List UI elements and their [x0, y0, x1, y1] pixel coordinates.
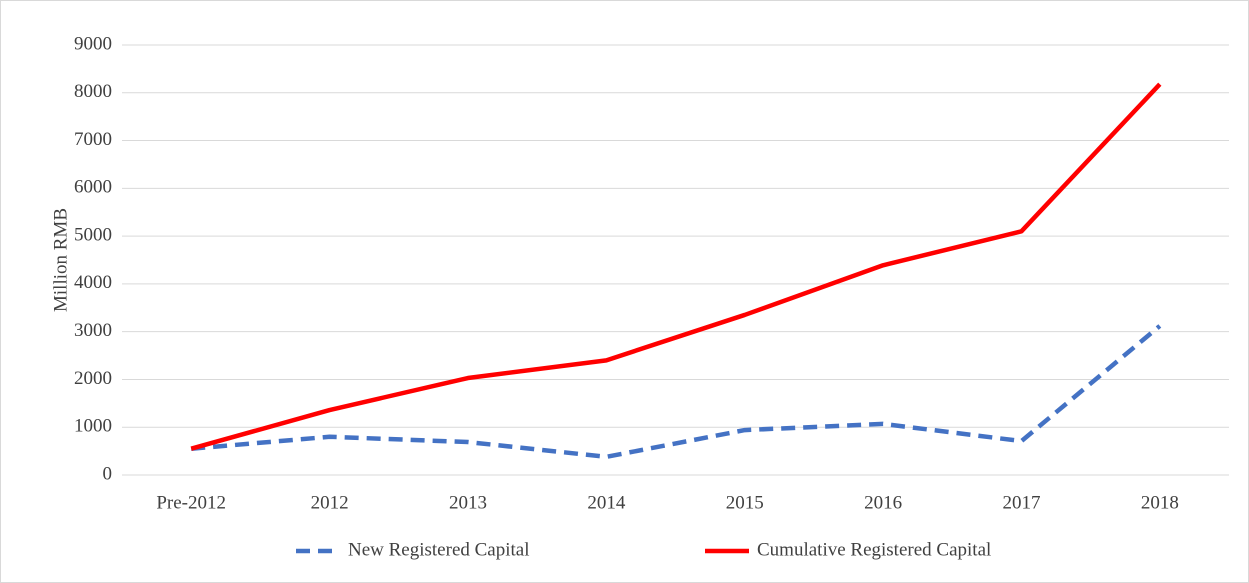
y-tick-label: 4000	[74, 272, 112, 293]
y-tick-label: 1000	[74, 416, 112, 437]
data-line	[190, 324, 1162, 460]
y-tick-label: 8000	[74, 81, 112, 102]
x-tick-label: Pre-2012	[156, 492, 226, 513]
legend-label: Cumulative Registered Capital	[757, 539, 991, 560]
y-tick-label: 2000	[74, 368, 112, 389]
x-tick-label: 2012	[311, 492, 349, 513]
y-tick-label: 7000	[74, 129, 112, 150]
x-tick-label: 2017	[1002, 492, 1040, 513]
y-tick-label: 0	[103, 463, 113, 484]
x-tick-label: 2014	[587, 492, 626, 513]
y-tick-label: 3000	[74, 320, 112, 341]
legend-label: New Registered Capital	[348, 539, 530, 560]
y-tick-label: 6000	[74, 177, 112, 198]
y-axis-label: Million RMB	[50, 208, 71, 312]
y-tick-label: 5000	[74, 224, 112, 245]
x-tick-label: 2018	[1141, 492, 1179, 513]
y-tick-label: 9000	[74, 33, 112, 54]
data-line	[190, 82, 1162, 451]
x-tick-label: 2016	[864, 492, 902, 513]
x-tick-label: 2013	[449, 492, 487, 513]
x-tick-label: 2015	[726, 492, 764, 513]
